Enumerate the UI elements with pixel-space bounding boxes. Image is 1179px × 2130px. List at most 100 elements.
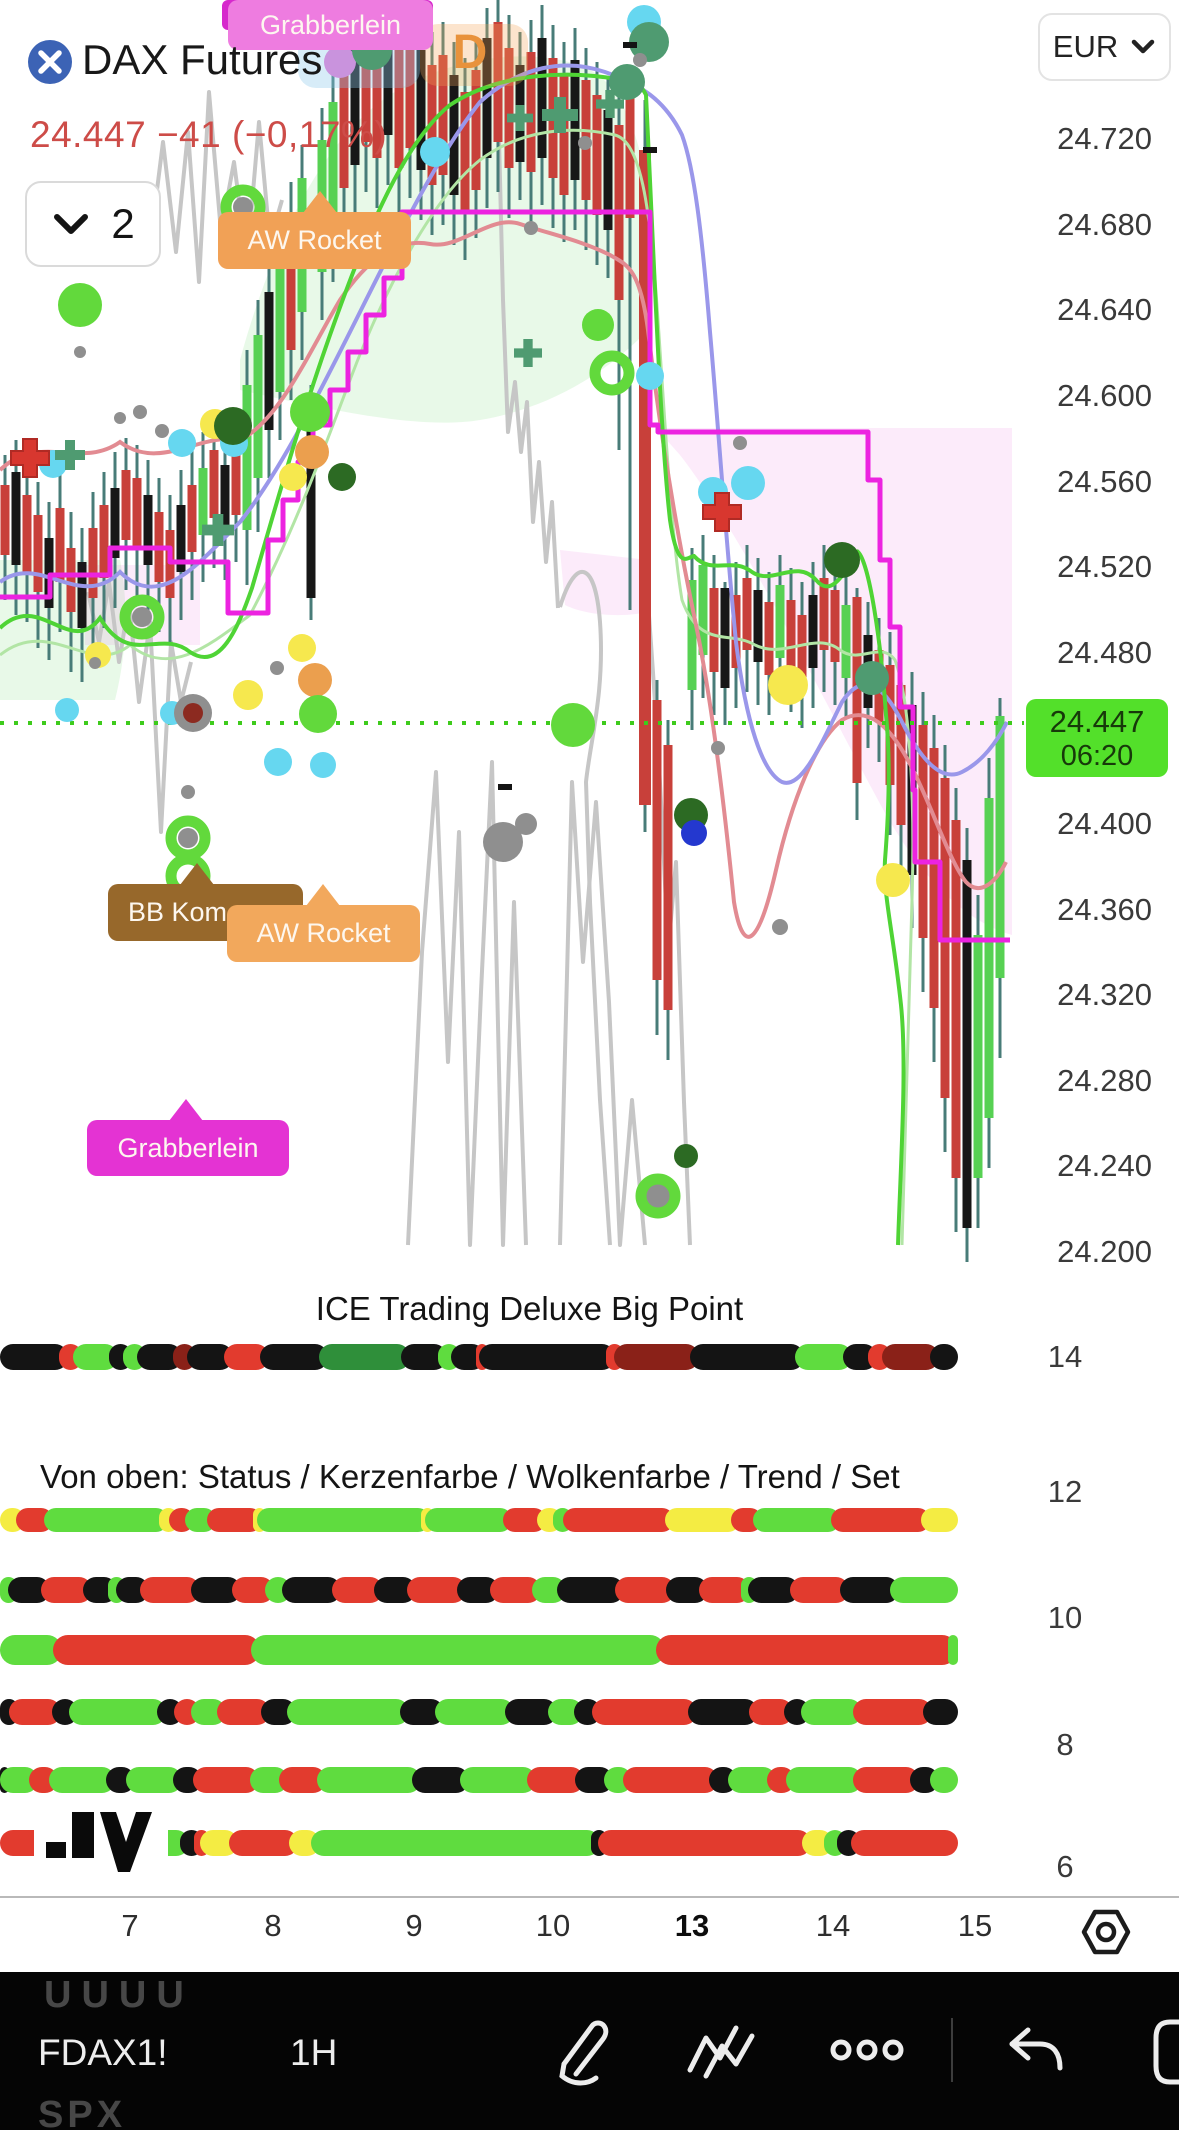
row-segment [800, 1699, 863, 1725]
tradingview-logo [34, 1800, 168, 1880]
draw-icon [559, 2020, 609, 2086]
row-segment [623, 1767, 718, 1793]
scale-settings-button[interactable] [1078, 1906, 1134, 1963]
trend-row [0, 1699, 958, 1725]
symbol-logo[interactable] [28, 40, 72, 84]
currency-value: EUR [1052, 29, 1119, 64]
row-segment [947, 1635, 958, 1665]
row-segment [687, 1699, 758, 1725]
symbol-button[interactable]: FDAX1! [38, 2032, 168, 2073]
chart-label-text: AW Rocket [247, 225, 382, 255]
price-axis-label: 24.640 [1057, 292, 1152, 327]
row-segment [597, 1830, 812, 1856]
draw-button[interactable] [540, 2014, 620, 2099]
chart-label-aw-rocket[interactable]: AW Rocket [218, 191, 411, 269]
row-segment [460, 1767, 537, 1793]
time-axis-label: 7 [121, 1908, 139, 1943]
last-price-badge[interactable]: 24.447 06:20 [1026, 699, 1168, 777]
undo-button[interactable] [1000, 2022, 1070, 2091]
time-axis-label: 10 [535, 1908, 571, 1943]
row-segment [890, 1577, 959, 1603]
signal-dots [10, 5, 910, 1219]
indicator-axis-label: 14 [1047, 1339, 1083, 1374]
partial-frame-icon [1153, 2019, 1179, 2085]
row-segment [665, 1508, 740, 1532]
row-segment [435, 1699, 514, 1725]
chart-label-aw-rocket[interactable]: AW Rocket [227, 884, 420, 962]
row-segment [591, 1699, 697, 1725]
price-axis-label: 24.600 [1057, 378, 1152, 413]
wolkenfarbe-row [0, 1635, 958, 1665]
row-segment [929, 1344, 959, 1370]
row-segment [478, 1344, 616, 1370]
row-segment [412, 1767, 470, 1793]
row-segment [853, 1699, 932, 1725]
expand-panes-button[interactable]: 2 [25, 181, 161, 267]
axis-separator [0, 1896, 1179, 1898]
price-axis-label: 24.680 [1057, 207, 1152, 242]
chart-label-grabberlein[interactable]: Grabberlein [228, 0, 433, 50]
kerzenfarbe-row [0, 1577, 959, 1603]
label-pointer [306, 884, 340, 906]
chart-label-text: BB Kom [128, 897, 228, 927]
row-segment [317, 1767, 422, 1793]
row-segment [140, 1577, 200, 1603]
price-axis-label: 24.320 [1057, 977, 1152, 1012]
redo-button-partial[interactable] [1148, 2014, 1179, 2099]
undo-icon [1009, 2027, 1063, 2071]
row-segment [310, 1830, 601, 1856]
status-row [0, 1508, 958, 1532]
label-pointer [303, 191, 337, 213]
row-segment [251, 1635, 666, 1665]
x-index-icon [38, 50, 62, 74]
row-segment [125, 1767, 183, 1793]
indicator-axis-label: 12 [1047, 1474, 1083, 1509]
time-axis-label: 14 [815, 1908, 851, 1943]
set-row [0, 1767, 959, 1793]
interval-button[interactable]: 1H [290, 2032, 338, 2073]
time-axis-label: 13 [674, 1908, 710, 1943]
more-button[interactable] [828, 2032, 906, 2077]
row-segment [53, 1635, 261, 1665]
row-segment [319, 1344, 411, 1370]
row-segment [690, 1344, 805, 1370]
row-segment [852, 1767, 920, 1793]
row-segment [192, 1767, 260, 1793]
bottom-toolbar [0, 1972, 1179, 2130]
price-chart[interactable]: D [0, 0, 1179, 1265]
time-axis-label: 8 [264, 1908, 282, 1943]
price-axis-label: 24.480 [1057, 635, 1152, 670]
price-axis-label: 24.240 [1057, 1148, 1152, 1183]
currency-selector[interactable]: EUR [1038, 13, 1171, 81]
row-segment [556, 1577, 625, 1603]
row-segment [851, 1830, 958, 1856]
chevron-down-icon [54, 214, 89, 234]
time-axis-label: 15 [957, 1908, 993, 1943]
row-segment [0, 1344, 69, 1370]
chevron-down-icon [1131, 39, 1155, 54]
row-segment [229, 1830, 299, 1856]
last-price-time: 06:20 [1060, 740, 1134, 772]
row-segment [922, 1699, 958, 1725]
price-axis-label: 24.280 [1057, 1063, 1152, 1098]
indicator-axis-label: 10 [1047, 1600, 1083, 1635]
row-segment [614, 1344, 700, 1370]
row-segment [527, 1767, 584, 1793]
row-segment [830, 1508, 930, 1532]
row-segment [881, 1344, 939, 1370]
row-segment [48, 1767, 116, 1793]
ice-status-row [0, 1344, 959, 1370]
tradingview-logo-icon [46, 1812, 152, 1872]
row-segment [795, 1344, 852, 1370]
row-segment [286, 1699, 410, 1725]
row-segment [406, 1577, 467, 1603]
row-segment [840, 1577, 900, 1603]
indicators-button[interactable] [682, 2018, 762, 2095]
row-segment [0, 1635, 63, 1665]
ghost-text-bottom: SPX [38, 2094, 127, 2130]
time-axis-label: 9 [405, 1908, 423, 1943]
row-segment [752, 1508, 840, 1532]
pane-count: 2 [111, 200, 135, 247]
indicators-icon [687, 2025, 755, 2079]
chart-label-grabberlein[interactable]: Grabberlein [87, 1099, 289, 1176]
